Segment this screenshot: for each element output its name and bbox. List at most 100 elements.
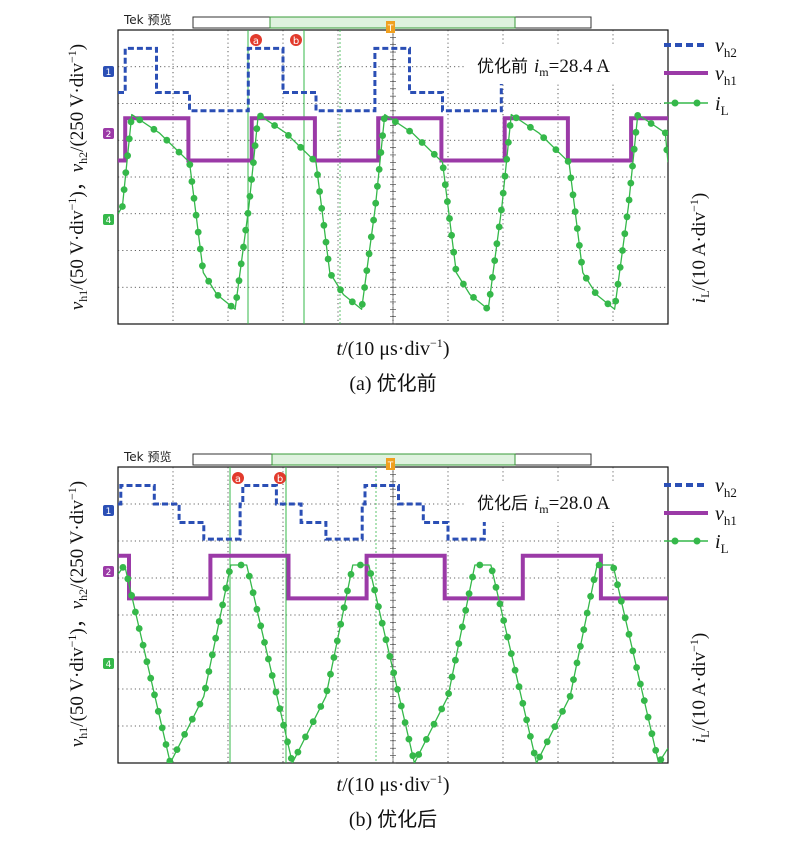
il-marker-a [647,120,655,127]
cursor-b-marker-a [290,34,302,46]
series-vh1-a [118,116,668,163]
il-marker-a [629,162,636,170]
il-marker-a [233,294,241,301]
il-marker-b [344,587,351,595]
il-marker-a [493,240,501,248]
il-marker-b [280,721,287,729]
il-marker-b [610,564,618,572]
il-marker-a [316,188,323,195]
il-marker-a [441,181,449,189]
channel-1-marker-a [103,66,114,77]
legend-il-label-b: iL [715,531,729,556]
y-axis-right-label-a: iL/(10 A·div−1) [687,193,712,303]
il-marker-b [132,608,139,616]
trigger-label-a: T [387,24,394,34]
il-marker-a [361,284,368,291]
il-marker-b [330,654,338,661]
il-marker-a [271,122,278,129]
il-marker-a [370,216,377,224]
il-marker-a [244,209,252,217]
annotation-box-b [466,482,666,522]
annotation-b: 优化后 im=28.0 A [477,493,610,516]
il-marker-b [394,686,401,693]
il-marker-b [405,735,413,743]
il-marker-b [573,659,581,667]
il-marker-a [363,267,371,274]
il-marker-a [253,125,261,133]
il-marker-a [439,164,447,172]
il-marker-b [504,633,511,641]
il-marker-b [119,564,127,571]
il-marker-b [580,626,588,633]
il-marker-b [390,669,398,677]
il-marker-a [240,243,247,251]
il-marker-b [430,720,438,728]
il-marker-a [486,290,494,298]
trigger-label-b: T [387,461,394,471]
il-marker-a [616,264,624,271]
il-marker-a [406,127,413,135]
il-marker-b [625,630,633,638]
il-marker-a [430,150,438,158]
il-marker-b [219,601,227,609]
il-marker-b [222,584,230,592]
il-marker-b [458,623,466,631]
il-marker-a [372,199,380,207]
il-marker-b [253,605,261,613]
il-marker-b [196,700,204,708]
il-marker-b [347,570,355,578]
il-marker-a [506,122,514,129]
il-marker-b [294,748,302,756]
il-marker-a [503,155,511,163]
il-marker-a [374,182,381,190]
channel-2-label-a: 2 [106,130,112,140]
il-marker-a [448,231,455,239]
il-marker-a [348,298,356,306]
il-marker-b [143,658,151,666]
il-marker-a [246,193,254,200]
il-marker-a [214,292,222,299]
il-marker-a [632,128,640,136]
il-marker-a [250,159,257,167]
il-marker-a [571,208,579,216]
il-marker-b [587,592,594,600]
il-marker-a [569,191,577,199]
il-marker-b [205,668,213,675]
il-marker-b [257,622,265,630]
il-marker-a [505,139,512,146]
il-marker-a [564,158,572,165]
il-marker-a [150,125,158,133]
il-marker-b [507,650,515,657]
il-marker-a [512,114,520,122]
il-marker-a [251,142,259,150]
il-marker-b [128,592,136,599]
il-marker-a [621,230,629,238]
il-marker-a [634,112,642,119]
il-marker-b [124,575,132,583]
il-marker-a [248,176,256,183]
scope-label-a: Tek 预览 [123,12,171,27]
trigger-marker-a [386,21,395,33]
il-marker-a [205,277,213,285]
il-marker-a [320,221,328,229]
il-marker-a [122,169,130,177]
il-marker-a [489,274,496,281]
il-marker-b [445,690,452,697]
il-marker-a [392,118,399,126]
il-marker-b [577,642,584,650]
annotation-prefix-b: 优化后 [477,494,528,514]
cursor-b-label-a: b [293,36,299,47]
il-marker-a [380,115,388,123]
il-marker-a [446,215,453,222]
legend-il-label-a: iL [715,93,729,118]
il-marker-b [375,603,382,610]
il-marker-b [559,708,566,715]
il-marker-a [576,242,583,249]
il-marker-b [309,718,317,726]
il-marker-b [327,670,334,678]
il-marker-a [612,297,620,305]
channel-2-label-b: 2 [106,568,112,578]
il-marker-b [566,692,574,700]
il-marker-a [125,135,133,143]
il-marker-b [162,741,170,748]
